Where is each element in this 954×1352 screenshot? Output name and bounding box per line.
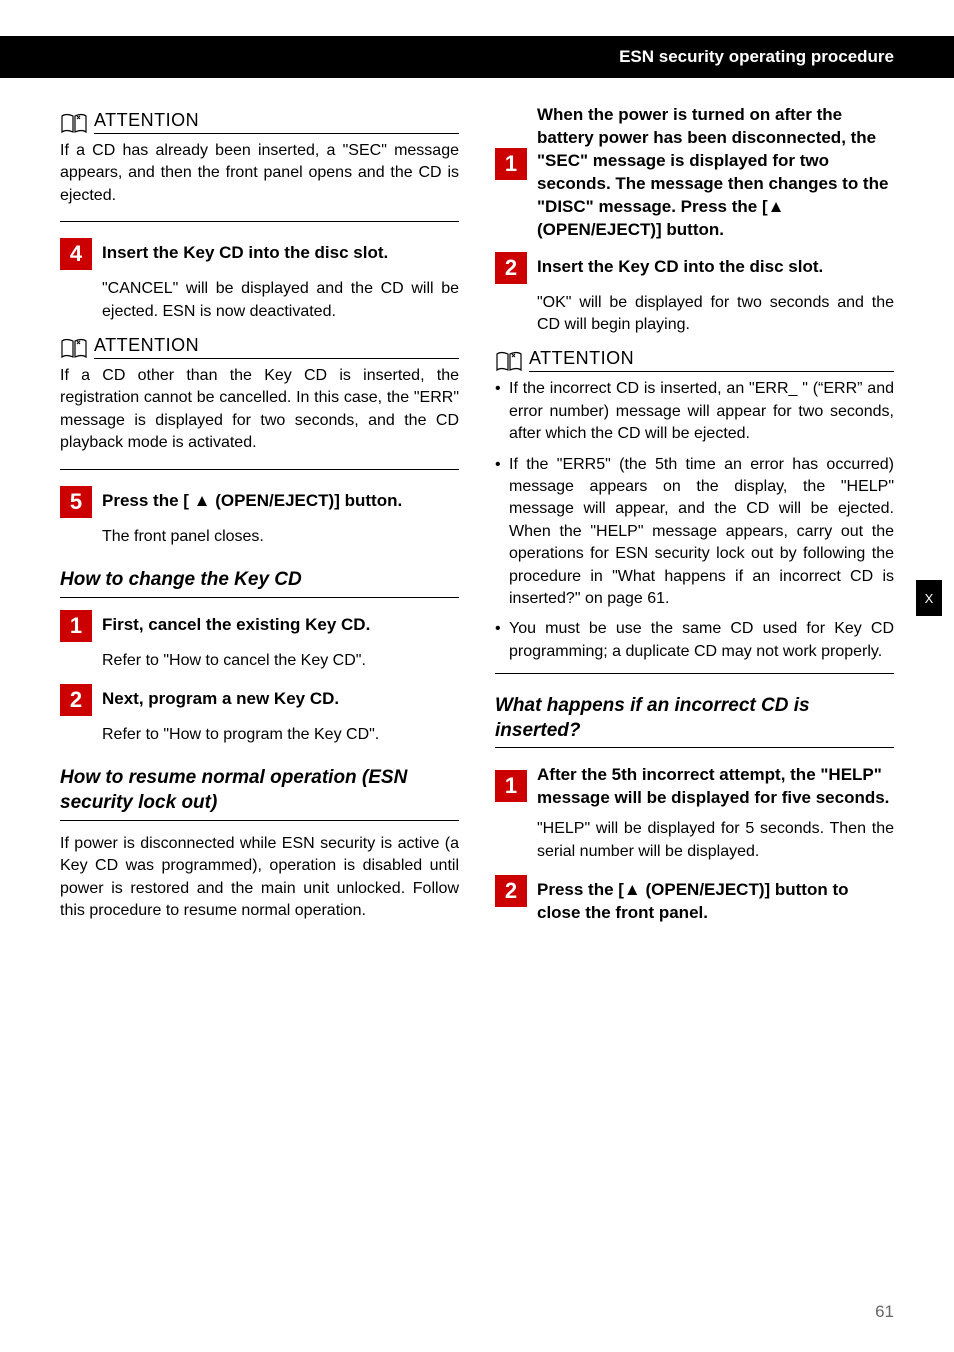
step-title: Insert the Key CD into the disc slot. <box>537 252 823 279</box>
step-number: 1 <box>495 770 527 802</box>
header-title: ESN security operating procedure <box>619 47 894 67</box>
heading-underline <box>60 820 459 821</box>
step-number: 4 <box>60 238 92 270</box>
step-body: Refer to "How to program the Key CD". <box>102 724 459 746</box>
bullet-item: You must be use the same CD used for Key… <box>495 618 894 663</box>
step-body: "HELP" will be displayed for 5 seconds. … <box>537 818 894 863</box>
step-title: Insert the Key CD into the disc slot. <box>102 238 388 265</box>
page: ESN security operating procedure X ATTEN… <box>0 0 954 1352</box>
book-icon <box>60 112 88 134</box>
step-number: 5 <box>60 486 92 518</box>
step-row: 2 Next, program a new Key CD. <box>60 684 459 716</box>
step-row: 1 First, cancel the existing Key CD. <box>60 610 459 642</box>
step-title: Next, program a new Key CD. <box>102 684 339 711</box>
right-column: 1 When the power is turned on after the … <box>495 100 894 1292</box>
step-title: Press the [ ▲ (OPEN/EJECT)] button. <box>102 486 402 513</box>
divider <box>60 221 459 222</box>
step-title: First, cancel the existing Key CD. <box>102 610 370 637</box>
attention-text: If a CD has already been inserted, a "SE… <box>60 140 459 207</box>
step-number: 1 <box>60 610 92 642</box>
step-row: 2 Press the [▲ (OPEN/EJECT)] button to c… <box>495 875 894 925</box>
divider <box>60 469 459 470</box>
left-column: ATTENTION If a CD has already been inser… <box>60 100 459 1292</box>
step-row: 1 When the power is turned on after the … <box>495 100 894 242</box>
step-number: 2 <box>495 252 527 284</box>
heading-underline <box>60 597 459 598</box>
attention-label: ATTENTION <box>94 335 459 359</box>
attention-block: ATTENTION <box>495 348 894 372</box>
attention-label: ATTENTION <box>94 110 459 134</box>
step-body: "OK" will be displayed for two seconds a… <box>537 292 894 337</box>
step-number: 1 <box>495 148 527 180</box>
book-icon <box>495 350 523 372</box>
step-row: 5 Press the [ ▲ (OPEN/EJECT)] button. <box>60 486 459 518</box>
step-number: 2 <box>495 875 527 907</box>
section-heading: How to resume normal operation (ESN secu… <box>60 766 459 815</box>
attention-label: ATTENTION <box>529 348 894 372</box>
attention-text: If a CD other than the Key CD is inserte… <box>60 365 459 455</box>
step-title: Press the [▲ (OPEN/EJECT)] button to clo… <box>537 875 894 925</box>
step-number: 2 <box>60 684 92 716</box>
heading-underline <box>495 747 894 748</box>
header-bar: ESN security operating procedure <box>0 36 954 78</box>
step-row: 4 Insert the Key CD into the disc slot. <box>60 238 459 270</box>
step-body: The front panel closes. <box>102 526 459 548</box>
step-body: Refer to "How to cancel the Key CD". <box>102 650 459 672</box>
section-heading: How to change the Key CD <box>60 568 459 593</box>
bullet-item: If the "ERR5" (the 5th time an error has… <box>495 454 894 611</box>
step-title: After the 5th incorrect attempt, the "HE… <box>537 760 894 810</box>
step-row: 1 After the 5th incorrect attempt, the "… <box>495 760 894 810</box>
section-intro: If power is disconnected while ESN secur… <box>60 833 459 923</box>
page-number: 61 <box>875 1302 894 1322</box>
section-heading: What happens if an incorrect CD is inser… <box>495 694 894 743</box>
book-icon <box>60 337 88 359</box>
attention-block: ATTENTION <box>60 110 459 134</box>
side-tab: X <box>916 580 942 616</box>
bullet-item: If the incorrect CD is inserted, an "ERR… <box>495 378 894 445</box>
content-columns: ATTENTION If a CD has already been inser… <box>60 100 894 1292</box>
attention-block: ATTENTION <box>60 335 459 359</box>
step-title: When the power is turned on after the ba… <box>537 100 894 242</box>
divider <box>495 673 894 674</box>
step-body: "CANCEL" will be displayed and the CD wi… <box>102 278 459 323</box>
attention-bullets: If the incorrect CD is inserted, an "ERR… <box>495 378 894 663</box>
step-row: 2 Insert the Key CD into the disc slot. <box>495 252 894 284</box>
